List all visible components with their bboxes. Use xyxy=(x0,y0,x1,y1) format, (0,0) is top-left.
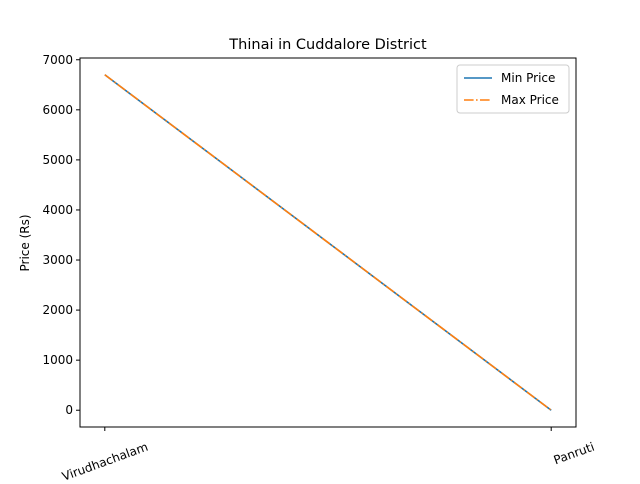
y-tick-label: 5000 xyxy=(42,153,73,167)
legend-label: Max Price xyxy=(501,93,559,107)
legend: Min Price Max Price xyxy=(456,64,570,114)
legend-label: Min Price xyxy=(501,71,555,85)
y-tick-label: 2000 xyxy=(42,303,73,317)
series-layer xyxy=(104,74,552,411)
y-axis-label: Price (Rs) xyxy=(18,214,32,271)
y-tick-label: 1000 xyxy=(42,353,73,367)
chart-title: Thinai in Cuddalore District xyxy=(228,37,427,53)
y-tick-label: 0 xyxy=(65,403,73,417)
y-tick-label: 7000 xyxy=(42,53,73,67)
series-line-max-price xyxy=(104,74,552,411)
plot-area xyxy=(79,57,577,428)
x-tick-label: Virudhachalam xyxy=(60,440,150,480)
x-tick-label: Panruti xyxy=(552,440,596,468)
x-axis: Virudhachalam Panruti xyxy=(60,427,596,484)
y-axis: 0 1000 2000 3000 4000 5000 6000 7000 xyxy=(42,53,80,417)
y-tick-label: 6000 xyxy=(42,103,73,117)
y-tick-label: 4000 xyxy=(42,203,73,217)
legend-box xyxy=(456,64,570,114)
y-tick-label: 3000 xyxy=(42,253,73,267)
